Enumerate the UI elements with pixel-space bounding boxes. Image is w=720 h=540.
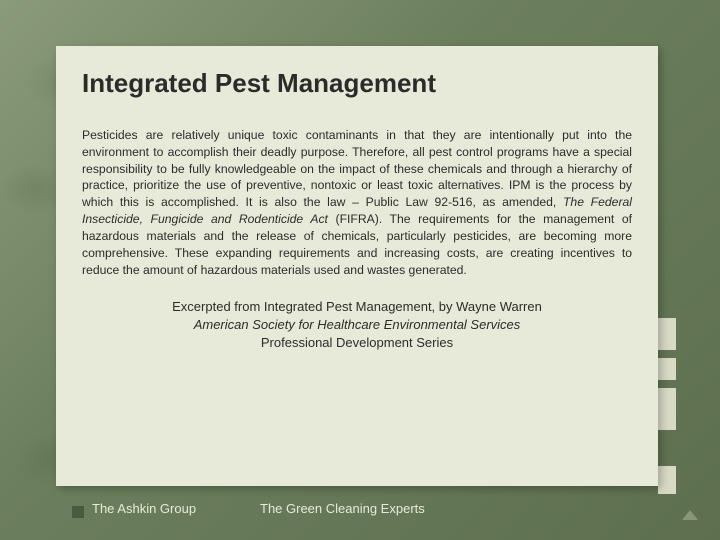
accent-bar	[658, 388, 676, 430]
footer-center-text: The Green Cleaning Experts	[260, 501, 425, 516]
footer-left-text: The Ashkin Group	[92, 501, 196, 516]
accent-bar	[658, 466, 676, 494]
accent-bar	[658, 358, 676, 380]
content-panel: Integrated Pest Management Pesticides ar…	[56, 46, 658, 486]
excerpt-block: Excerpted from Integrated Pest Managemen…	[82, 298, 632, 351]
excerpt-line-2: American Society for Healthcare Environm…	[82, 316, 632, 334]
accent-bar	[658, 318, 676, 350]
excerpt-line-1: Excerpted from Integrated Pest Managemen…	[82, 298, 632, 316]
next-slide-icon[interactable]	[682, 510, 698, 520]
excerpt-line-3: Professional Development Series	[82, 334, 632, 352]
slide-title: Integrated Pest Management	[82, 68, 632, 99]
footer-bullet-icon	[72, 506, 84, 518]
body-paragraph: Pesticides are relatively unique toxic c…	[82, 127, 632, 278]
body-text-pre: Pesticides are relatively unique toxic c…	[82, 128, 632, 209]
